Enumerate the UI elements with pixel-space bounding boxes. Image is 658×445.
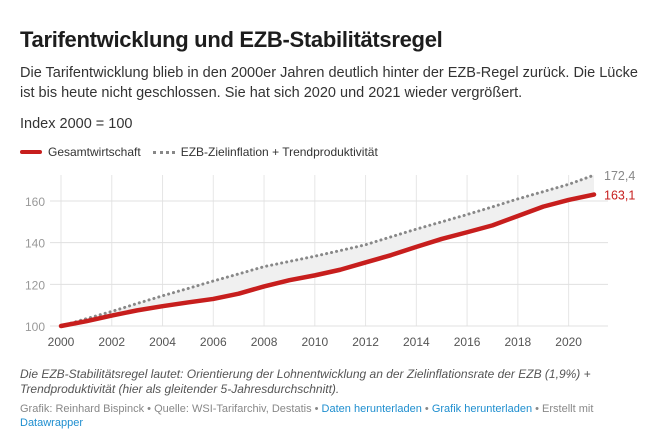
- series-line-0: [58, 192, 597, 329]
- x-tick-label: 2006: [200, 335, 227, 349]
- x-tick-label: 2014: [403, 335, 430, 349]
- gap-area: [61, 175, 594, 326]
- x-tick-label: 2002: [98, 335, 125, 349]
- legend-item-ezb: EZB-Zielinflation + Trendproduktivität: [152, 145, 378, 159]
- line-chart: 2000 2002 2004 2006 2008 2010 2012 2014 2016 2018…: [25, 169, 635, 349]
- download-data-link[interactable]: Daten herunterladen: [321, 403, 422, 415]
- credit: Grafik: Reinhard Bispinck • Quelle: WSI-…: [20, 403, 322, 415]
- download-chart-link[interactable]: Grafik herunterladen: [431, 403, 533, 415]
- x-tick-label: 2008: [251, 335, 278, 349]
- legend-label: EZB-Zielinflation + Trendproduktivität: [180, 145, 378, 159]
- index-note: Index 2000 = 100: [20, 116, 133, 132]
- end-value-label: 172,4: [604, 169, 635, 183]
- y-tick-label: 140: [25, 237, 45, 251]
- legend-item-gesamtwirtschaft: Gesamtwirtschaft: [20, 145, 141, 159]
- chart-title: Tarifentwicklung und EZB-Stabilitätsrege…: [20, 27, 443, 52]
- y-tick-label: 100: [25, 320, 45, 334]
- datawrapper-link[interactable]: Datawrapper: [20, 417, 83, 429]
- series-line-1: [59, 173, 596, 328]
- chart-note: Die EZB-Stabilitätsregel lautet: Orienti…: [20, 367, 591, 396]
- end-value-label: 163,1: [604, 189, 635, 203]
- x-tick-label: 2000: [48, 335, 75, 349]
- x-tick-label: 2004: [149, 335, 176, 349]
- separator: •: [421, 403, 432, 415]
- legend-swatch-solid: [20, 150, 42, 154]
- y-tick-label: 160: [25, 195, 45, 209]
- legend-swatch-dotted: [152, 150, 175, 154]
- chart-subtitle: Die Tarifentwicklung blieb in den 2000er…: [20, 65, 638, 101]
- x-tick-label: 2010: [301, 335, 328, 349]
- made-with: • Erstellt mit: [532, 403, 594, 415]
- x-tick-label: 2018: [505, 335, 532, 349]
- x-tick-label: 2012: [352, 335, 379, 349]
- x-tick-label: 2016: [454, 335, 481, 349]
- legend: Gesamtwirtschaft EZB-Zielinflation + Tre…: [20, 145, 390, 159]
- x-tick-label: 2020: [555, 335, 582, 349]
- y-tick-label: 120: [25, 278, 45, 292]
- legend-label: Gesamtwirtschaft: [48, 145, 141, 159]
- chart-footer: Grafik: Reinhard Bispinck • Quelle: WSI-…: [20, 402, 640, 430]
